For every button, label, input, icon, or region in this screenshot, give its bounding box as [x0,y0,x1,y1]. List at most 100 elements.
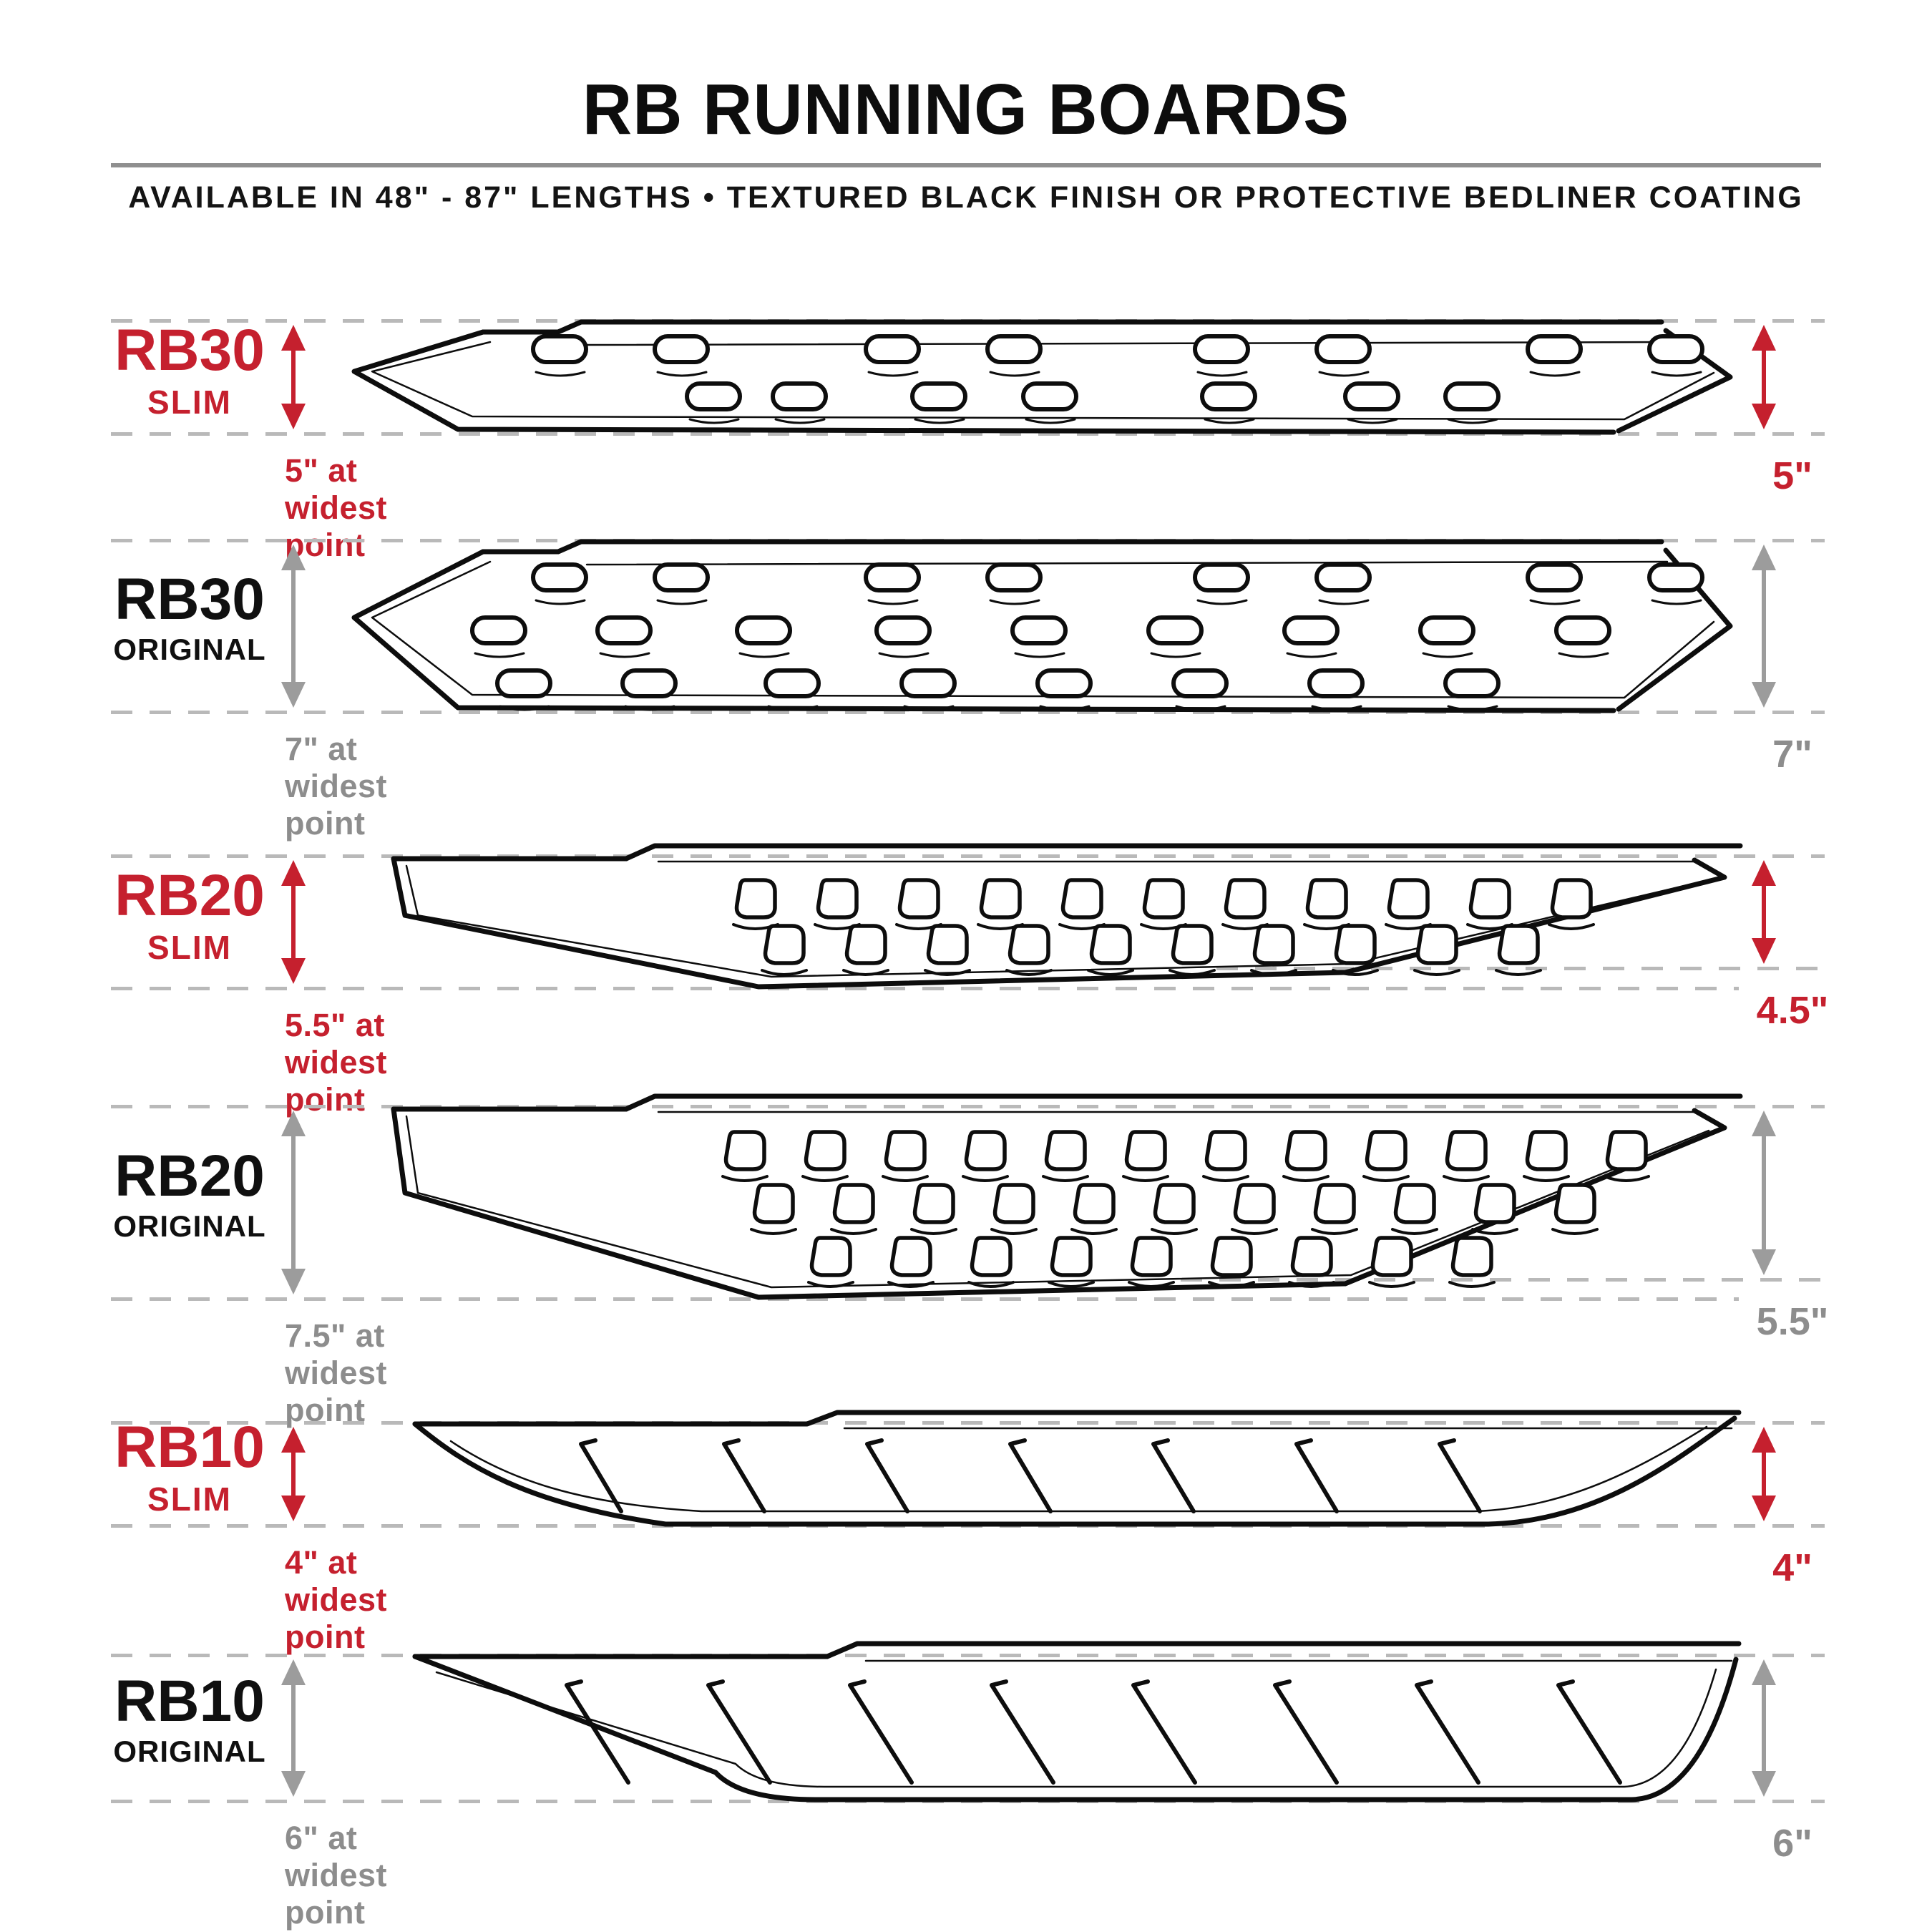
arrowhead-down-icon [1752,682,1776,708]
variant-label: SLIM [147,384,232,421]
board-line [1651,599,1702,605]
slot-hole [1443,668,1501,698]
slot-hole [470,615,527,645]
board-drawing-rb10-original [412,1641,1742,1802]
slot-hole [653,334,710,364]
widest-point-label: 7" at widest point [285,731,388,841]
board-line [1438,1438,1482,1513]
title-divider [111,163,1821,167]
board-line [1311,1228,1358,1235]
d-hole [1313,1183,1356,1224]
board-line [474,652,525,658]
arrowhead-down-icon [1752,1249,1776,1275]
model-label: RB20 [114,1143,265,1209]
board-line [1551,1228,1599,1235]
height-value-label: 4.5" [1756,989,1829,1032]
board-line [1208,1281,1255,1288]
variant-label: SLIM [147,928,232,966]
arrowhead-down-icon [281,404,306,429]
arrow-shaft [1762,1447,1766,1501]
board-line [1005,969,1053,976]
board-line [1332,969,1379,976]
variant-label: ORIGINAL [113,1209,266,1243]
d-hole [844,924,887,965]
board-line [1318,599,1370,605]
board-line [865,1438,909,1513]
height-arrow-right [1750,1659,1777,1797]
d-hole [1290,1236,1333,1277]
board-drawing-rb20-slim [391,843,1743,990]
arrowhead-down-icon [281,1496,306,1521]
board-line [624,705,675,711]
board-line [391,856,1727,990]
arrowhead-down-icon [1752,1496,1776,1521]
slot-hole [531,334,588,364]
height-arrow-left [280,1659,307,1797]
board-line [1231,1228,1278,1235]
dimension-dashline-top [111,854,1825,858]
slot-hole [1647,562,1704,592]
board-line [1603,1175,1650,1182]
slot-hole [1035,668,1093,698]
board-line [1362,1175,1410,1182]
board-line [722,1438,766,1513]
slot-hole [771,381,828,411]
height-arrow-left [280,545,307,708]
arrow-shaft [1762,880,1766,944]
d-hole [1124,1130,1167,1171]
board-line [1447,705,1498,711]
board-line [1196,371,1248,377]
board-line [989,599,1040,605]
model-label: RB30 [114,318,265,383]
d-hole [1393,1183,1436,1224]
board-line [706,1679,772,1785]
board-line [830,1228,877,1235]
board-line [1273,1679,1339,1785]
board-line [1311,705,1362,711]
height-arrow-right [1750,1111,1777,1275]
d-hole [979,878,1022,919]
slot-hole [1647,334,1704,364]
slot-hole [1146,615,1204,645]
model-label: RB30 [114,567,265,632]
arrow-shaft [1762,1679,1766,1777]
arrowhead-down-icon [281,958,306,984]
board-line [579,1438,623,1513]
d-hole [1224,878,1267,919]
board-line [656,599,708,605]
arrow-shaft [291,880,296,964]
board-line [1250,969,1297,976]
d-hole [884,1130,927,1171]
d-hole [832,1183,875,1224]
arrowhead-down-icon [281,1771,306,1797]
board-line [962,1175,1009,1182]
height-value-label: 5" [1772,454,1813,497]
board-line [903,705,955,711]
d-hole [1605,1130,1648,1171]
height-arrow-left [280,1427,307,1521]
board-line [1048,1281,1095,1288]
arrow-shaft [291,565,296,688]
d-hole [1334,924,1377,965]
board-line [535,599,586,605]
d-hole [992,1183,1035,1224]
d-hole [1130,1236,1173,1277]
arrowhead-down-icon [1752,938,1776,964]
d-hole [734,878,777,919]
d-hole [1142,878,1185,919]
dimension-dashline-bottom [111,711,1825,714]
board-line [738,652,790,658]
slot-hole [874,615,932,645]
board-line [761,969,808,976]
board-line [842,969,889,976]
board-line [1151,1228,1198,1235]
d-hole [1204,1130,1247,1171]
height-arrow-right [1750,325,1777,429]
board-line [1651,371,1702,377]
board-line [1286,652,1337,658]
d-hole [1365,1130,1407,1171]
model-label: RB10 [114,1669,265,1734]
d-hole [1060,878,1103,919]
board-line [405,864,1710,978]
